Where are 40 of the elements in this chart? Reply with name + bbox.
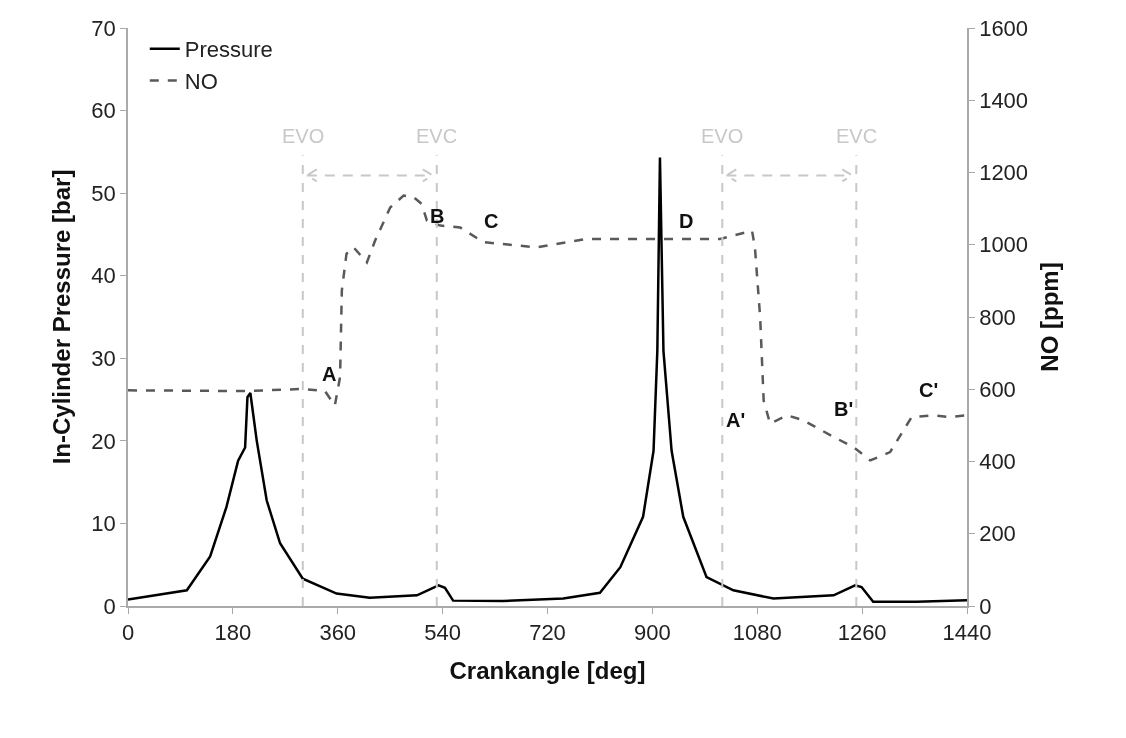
annotation: B bbox=[430, 205, 445, 227]
x-tick-label: 360 bbox=[319, 620, 357, 646]
line-series bbox=[128, 194, 967, 462]
y2-tick-label: 1000 bbox=[979, 232, 1029, 258]
annotation: B' bbox=[834, 398, 854, 420]
annotation: D bbox=[679, 210, 694, 232]
y-axis-title: In-Cylinder Pressure [bar] bbox=[47, 169, 75, 465]
y-tick-label: 60 bbox=[91, 98, 116, 124]
x-tick-label: 540 bbox=[424, 620, 461, 646]
annotation: A' bbox=[726, 409, 746, 431]
annotation: A bbox=[322, 363, 337, 385]
annotation: C' bbox=[919, 379, 939, 401]
x-tick-label: 900 bbox=[634, 620, 671, 646]
y-tick-label: 20 bbox=[91, 428, 116, 454]
y2-tick-label: 600 bbox=[979, 376, 1016, 402]
x-axis-title: Crankangle [deg] bbox=[449, 656, 646, 684]
x-tick-label: 180 bbox=[214, 620, 252, 646]
legend-label: NO bbox=[184, 68, 218, 94]
y2-tick-label: 200 bbox=[979, 521, 1016, 547]
y-tick-label: 70 bbox=[91, 15, 116, 41]
y-tick-label: 50 bbox=[91, 180, 116, 206]
x-tick-label: 1440 bbox=[942, 620, 992, 646]
y2-tick-label: 800 bbox=[979, 304, 1016, 330]
line-series bbox=[128, 156, 967, 604]
x-tick-label: 1260 bbox=[837, 620, 887, 646]
y2-tick-label: 1200 bbox=[979, 160, 1029, 186]
y-tick-label: 40 bbox=[91, 263, 116, 289]
y-tick-label: 30 bbox=[91, 345, 116, 371]
y-tick-label: 10 bbox=[91, 511, 116, 537]
y2-tick-label: 1400 bbox=[979, 87, 1029, 113]
y2-tick-label: 400 bbox=[979, 449, 1016, 475]
y2-axis-title: NO [ppm] bbox=[1035, 262, 1063, 372]
y2-tick-label: 1600 bbox=[979, 15, 1029, 41]
legend-label: Pressure bbox=[184, 37, 273, 63]
y2-tick-label: 0 bbox=[979, 593, 992, 619]
annotation: C bbox=[484, 210, 499, 232]
x-tick-label: 0 bbox=[121, 620, 135, 646]
x-tick-label: 720 bbox=[529, 620, 566, 646]
y-tick-label: 0 bbox=[103, 593, 116, 619]
x-tick-label: 1080 bbox=[732, 620, 782, 646]
